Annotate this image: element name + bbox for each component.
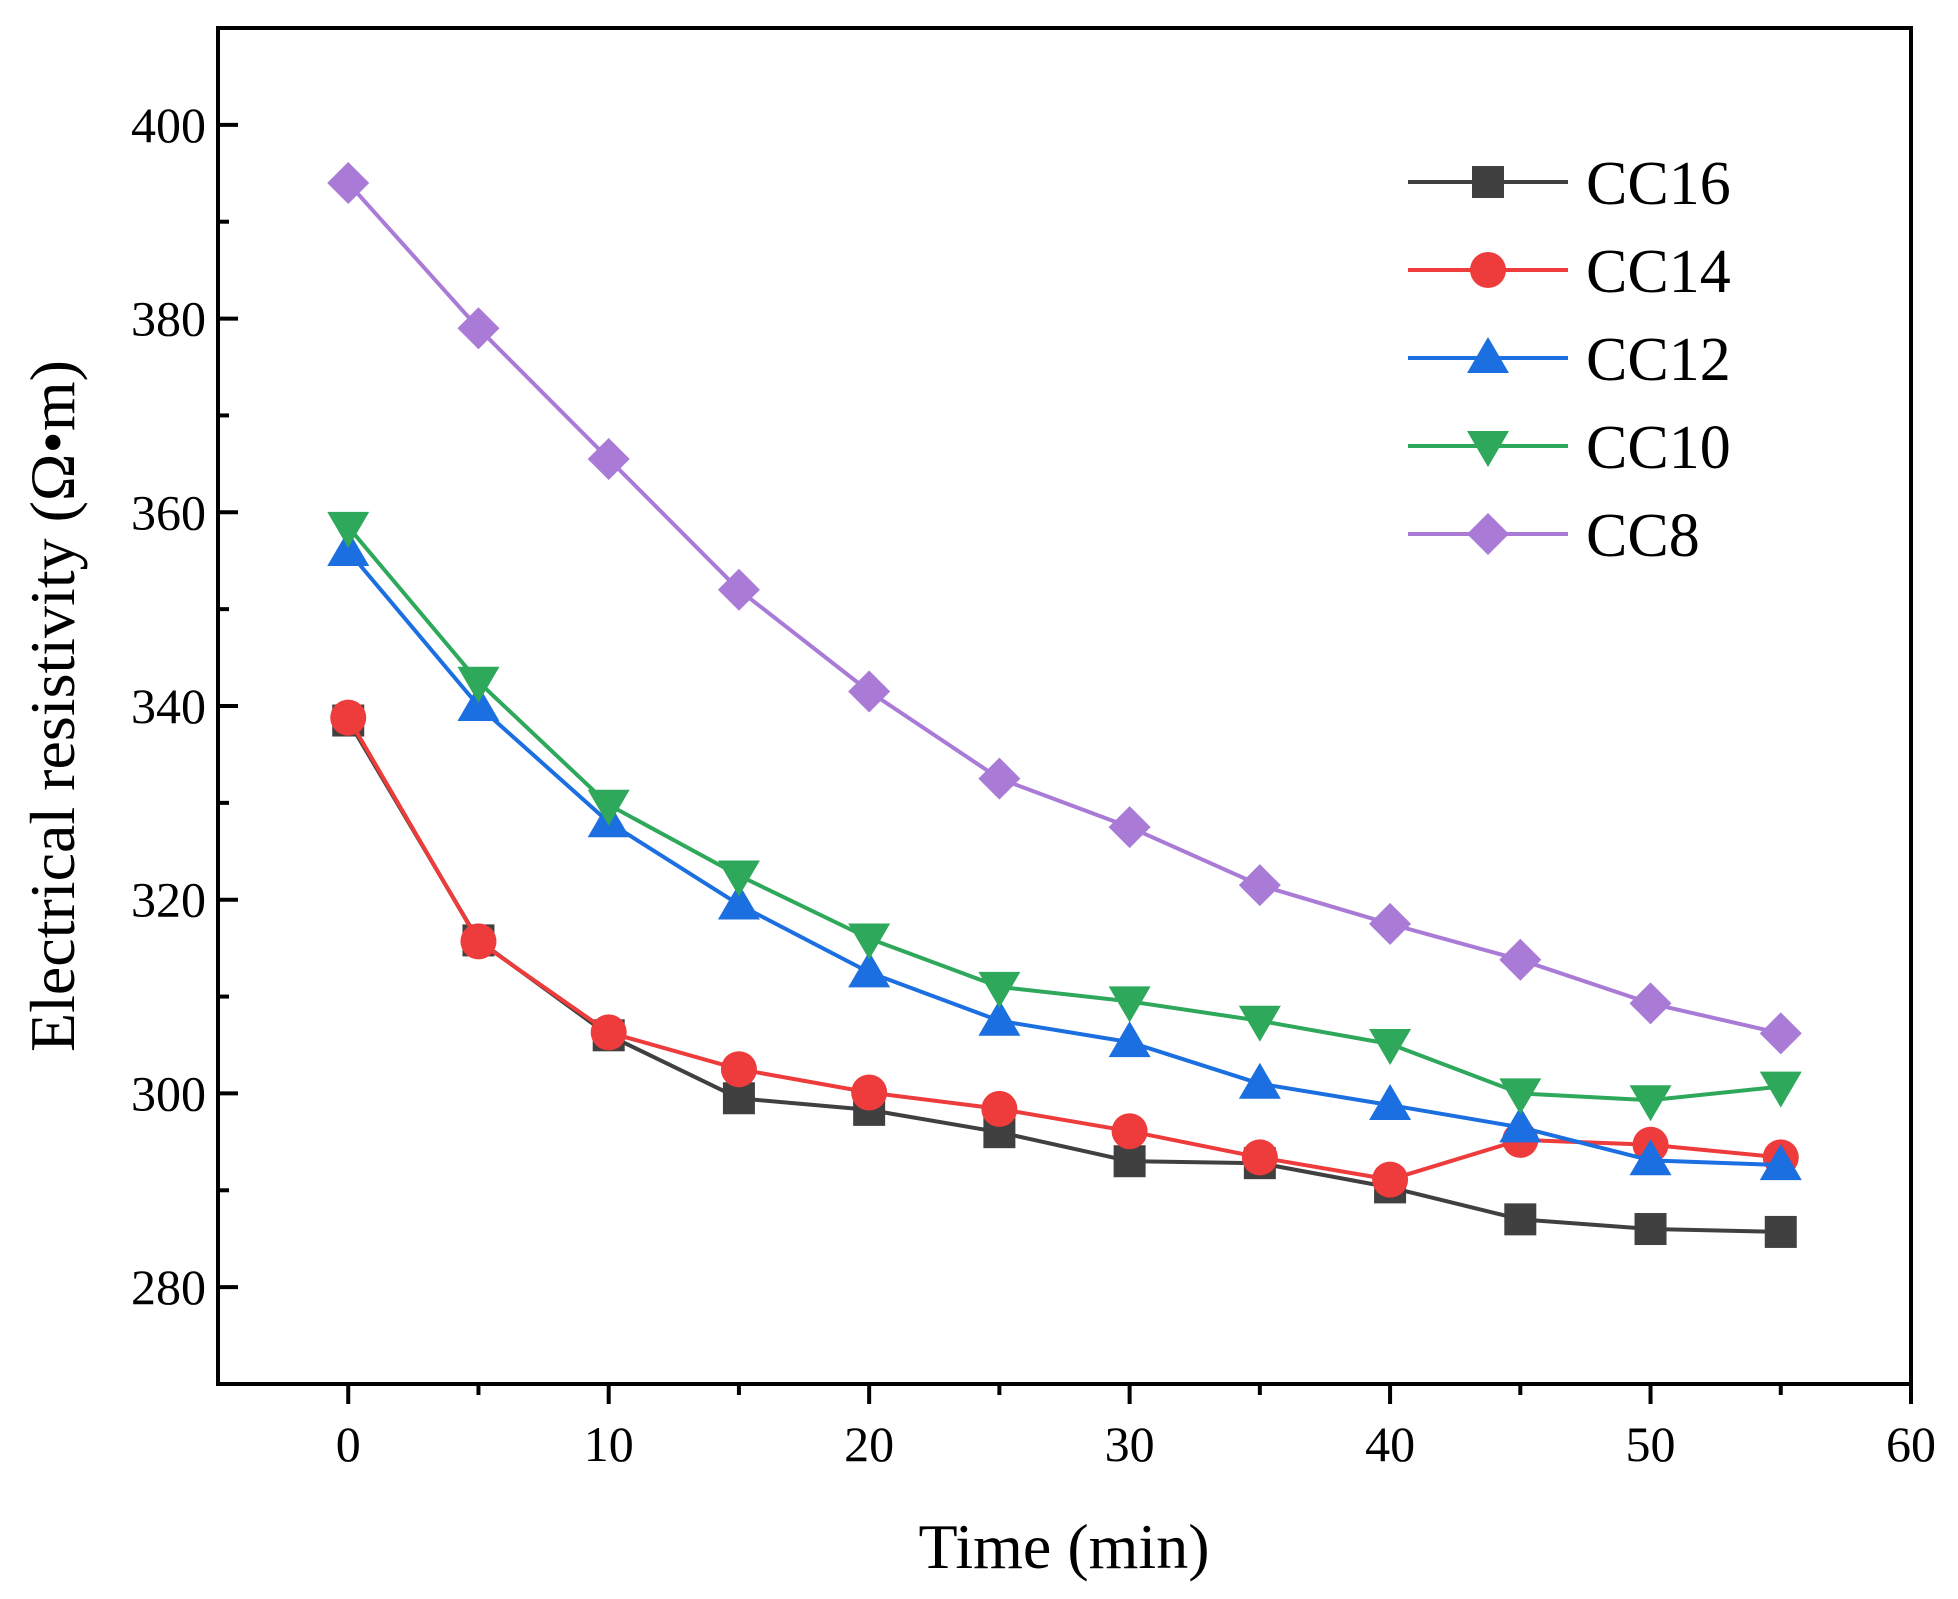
data-point-cc8 xyxy=(848,670,891,713)
series-cc10 xyxy=(327,511,1802,1122)
data-point-cc8 xyxy=(717,568,760,611)
data-point-cc10 xyxy=(848,923,891,960)
y-tick-label: 300 xyxy=(131,1065,206,1121)
data-point-cc8 xyxy=(1629,982,1672,1025)
data-point-cc12 xyxy=(1369,1084,1412,1121)
data-point-cc8 xyxy=(587,438,630,481)
data-point-cc8 xyxy=(1108,806,1151,849)
legend-label: CC10 xyxy=(1586,414,1731,482)
data-point-cc10 xyxy=(457,666,500,703)
data-point-cc14 xyxy=(590,1014,627,1051)
series-line-cc12 xyxy=(346,549,1781,1168)
legend-label: CC16 xyxy=(1586,150,1731,218)
data-point-cc14 xyxy=(1372,1161,1409,1198)
data-point-cc10 xyxy=(1238,1005,1281,1042)
x-tick-label: 10 xyxy=(584,1416,634,1472)
y-axis-ticks: 280 300 320 340 360 380 400 xyxy=(131,97,238,1315)
legend-marker xyxy=(1467,513,1509,555)
y-tick-label: 380 xyxy=(131,291,206,347)
series-cc16 xyxy=(332,704,1797,1248)
legend: CC16 CC14 CC12 CC10 CC8 xyxy=(1408,150,1731,570)
data-point-cc10 xyxy=(1759,1071,1802,1108)
data-point-cc14 xyxy=(460,923,497,960)
data-point-cc16 xyxy=(1634,1213,1667,1246)
data-point-cc8 xyxy=(1369,902,1412,945)
series-layer xyxy=(327,161,1802,1248)
data-point-cc8 xyxy=(327,161,370,204)
data-point-cc12 xyxy=(1499,1106,1542,1143)
data-point-cc10 xyxy=(717,860,760,897)
data-point-cc14 xyxy=(720,1051,757,1088)
y-tick-label: 360 xyxy=(131,484,206,540)
data-point-cc10 xyxy=(1499,1078,1542,1115)
y-tick-label: 340 xyxy=(131,678,206,734)
legend-label: CC8 xyxy=(1586,502,1700,570)
x-tick-label: 50 xyxy=(1626,1416,1676,1472)
legend-marker xyxy=(1470,252,1506,288)
data-point-cc14 xyxy=(1111,1113,1148,1150)
data-point-cc12 xyxy=(717,883,760,920)
data-point-cc16 xyxy=(1504,1203,1537,1236)
y-tick-label: 400 xyxy=(131,97,206,153)
series-cc12 xyxy=(327,530,1802,1181)
data-point-cc10 xyxy=(1629,1085,1672,1122)
legend-label: CC12 xyxy=(1586,326,1731,394)
data-point-cc12 xyxy=(848,951,891,988)
y-tick-label: 320 xyxy=(131,872,206,928)
series-line-cc10 xyxy=(346,525,1782,1103)
data-point-cc10 xyxy=(587,789,630,826)
data-point-cc10 xyxy=(327,511,370,548)
series-cc8 xyxy=(327,161,1802,1055)
data-point-cc8 xyxy=(1238,864,1281,907)
data-point-cc12 xyxy=(1759,1144,1802,1181)
legend-marker xyxy=(1467,431,1509,467)
x-axis-title: Time (min) xyxy=(919,1511,1210,1582)
data-point-cc14 xyxy=(981,1090,1018,1127)
y-axis-title: Electrical resistivity (Ω•m) xyxy=(17,360,88,1052)
data-point-cc8 xyxy=(457,307,500,350)
y-tick-label: 280 xyxy=(131,1259,206,1315)
data-point-cc16 xyxy=(1764,1215,1797,1248)
data-point-cc10 xyxy=(1369,1029,1412,1066)
data-point-cc8 xyxy=(978,757,1021,800)
series-line-cc8 xyxy=(346,181,1782,1036)
x-axis-ticks: 0 10 20 30 40 50 60 xyxy=(336,1384,1936,1472)
series-cc14 xyxy=(330,699,1799,1198)
data-point-cc14 xyxy=(851,1074,888,1111)
data-point-cc10 xyxy=(1108,986,1151,1023)
x-tick-label: 30 xyxy=(1105,1416,1155,1472)
legend-item-cc8: CC8 xyxy=(1408,502,1700,570)
x-tick-label: 20 xyxy=(844,1416,894,1472)
data-point-cc12 xyxy=(1629,1139,1672,1176)
data-point-cc8 xyxy=(1499,938,1542,981)
x-tick-label: 0 xyxy=(336,1416,361,1472)
legend-marker xyxy=(1472,166,1504,198)
legend-item-cc16: CC16 xyxy=(1408,150,1731,218)
x-tick-label: 60 xyxy=(1886,1416,1936,1472)
data-point-cc8 xyxy=(1759,1012,1802,1055)
data-point-cc12 xyxy=(1238,1062,1281,1099)
legend-item-cc10: CC10 xyxy=(1408,414,1731,482)
x-tick-label: 40 xyxy=(1365,1416,1415,1472)
data-point-cc12 xyxy=(978,999,1021,1036)
data-point-cc10 xyxy=(978,971,1021,1008)
data-point-cc14 xyxy=(330,699,367,736)
data-point-cc12 xyxy=(327,530,370,567)
data-point-cc16 xyxy=(1113,1145,1146,1178)
series-line-cc14 xyxy=(346,716,1781,1182)
data-point-cc12 xyxy=(457,685,500,721)
data-point-cc12 xyxy=(1108,1021,1151,1058)
data-point-cc14 xyxy=(1241,1139,1278,1176)
legend-marker xyxy=(1467,337,1509,373)
legend-label: CC14 xyxy=(1586,238,1731,306)
legend-item-cc12: CC12 xyxy=(1408,326,1731,394)
data-point-cc16 xyxy=(722,1082,755,1115)
legend-item-cc14: CC14 xyxy=(1408,238,1731,306)
